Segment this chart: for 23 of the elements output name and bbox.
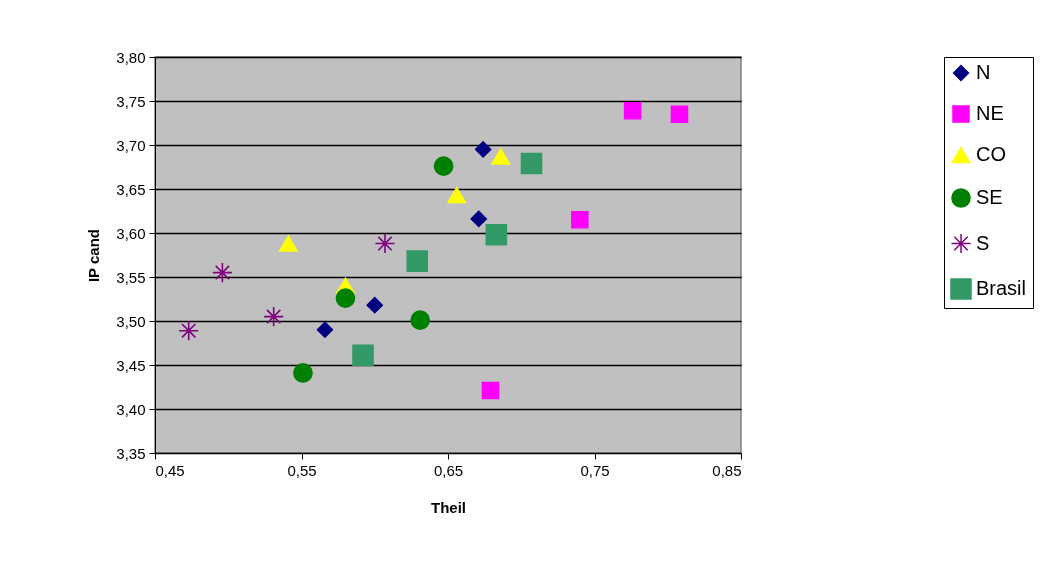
- legend-label: SE: [976, 186, 1003, 208]
- y-tick-label: 3,65: [116, 180, 146, 198]
- y-tick-label: 3,35: [116, 444, 146, 462]
- y-tick-label: 3,45: [116, 356, 146, 374]
- legend-label: N: [976, 61, 991, 83]
- legend-label: S: [976, 231, 990, 254]
- legend-label: Brasil: [976, 277, 1027, 299]
- y-tick-label: 3,70: [116, 136, 146, 154]
- y-tick-label: 3,40: [116, 400, 146, 418]
- legend-label: NE: [976, 102, 1004, 124]
- x-tick-label: 0,55: [287, 461, 317, 479]
- y-axis-title: IP cand: [85, 228, 103, 283]
- y-tick-label: 3,60: [116, 224, 146, 242]
- x-tick-label: 0,65: [433, 461, 464, 479]
- x-axis-title: Theil: [430, 498, 467, 516]
- y-tick-label: 3,50: [116, 312, 146, 330]
- x-tick-label: 0,85: [712, 461, 742, 479]
- legend-label: CO: [976, 143, 1006, 165]
- y-tick-label: 3,55: [116, 268, 146, 286]
- x-tick-label: 0,45: [155, 461, 185, 479]
- y-tick-label: 3,75: [116, 92, 146, 110]
- y-tick-label: 3,80: [116, 48, 146, 66]
- x-tick-label: 0,75: [580, 461, 610, 479]
